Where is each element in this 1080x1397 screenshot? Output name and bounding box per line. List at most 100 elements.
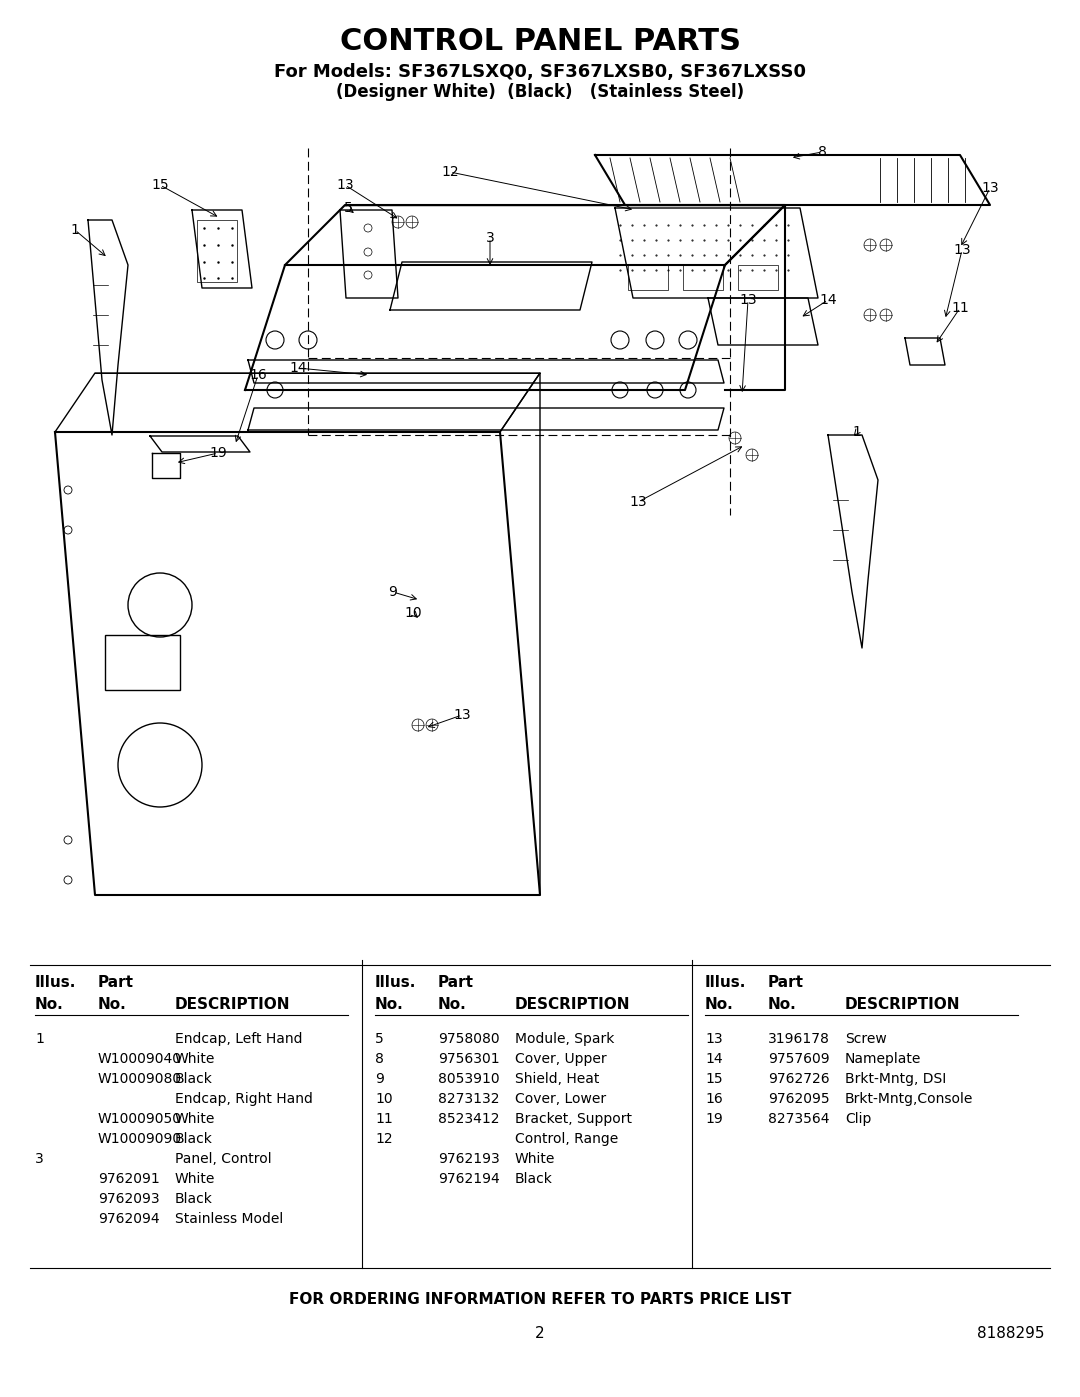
Text: Part: Part — [438, 975, 474, 990]
Text: White: White — [515, 1153, 555, 1166]
Text: No.: No. — [768, 997, 797, 1011]
Text: 9: 9 — [375, 1071, 383, 1085]
Text: 14: 14 — [705, 1052, 723, 1066]
Text: 11: 11 — [951, 300, 969, 314]
Text: Black: Black — [175, 1192, 213, 1206]
Text: 9758080: 9758080 — [438, 1032, 500, 1046]
Text: 14: 14 — [820, 293, 837, 307]
Text: 9762726: 9762726 — [768, 1071, 829, 1085]
Text: 1: 1 — [70, 224, 80, 237]
Text: 9: 9 — [389, 585, 397, 599]
Text: W10009080: W10009080 — [98, 1071, 183, 1085]
Text: 14: 14 — [289, 360, 307, 374]
Text: Panel, Control: Panel, Control — [175, 1153, 272, 1166]
Text: 8053910: 8053910 — [438, 1071, 500, 1085]
Text: Illus.: Illus. — [375, 975, 417, 990]
Text: Black: Black — [175, 1132, 213, 1146]
Text: Black: Black — [175, 1071, 213, 1085]
Text: Stainless Model: Stainless Model — [175, 1213, 283, 1227]
Text: 9756301: 9756301 — [438, 1052, 500, 1066]
Text: DESCRIPTION: DESCRIPTION — [515, 997, 631, 1011]
Text: Nameplate: Nameplate — [845, 1052, 921, 1066]
Bar — [683, 265, 723, 291]
Text: 13: 13 — [336, 177, 354, 191]
Text: No.: No. — [98, 997, 126, 1011]
Text: White: White — [175, 1052, 215, 1066]
Text: 2: 2 — [536, 1326, 544, 1341]
Text: 3196178: 3196178 — [768, 1032, 829, 1046]
Text: 13: 13 — [739, 293, 757, 307]
Text: 13: 13 — [630, 495, 647, 509]
Text: DESCRIPTION: DESCRIPTION — [845, 997, 960, 1011]
Text: Cover, Upper: Cover, Upper — [515, 1052, 607, 1066]
Text: 13: 13 — [454, 708, 471, 722]
Text: White: White — [175, 1172, 215, 1186]
Text: Cover, Lower: Cover, Lower — [515, 1092, 606, 1106]
Bar — [105, 636, 180, 690]
Text: 13: 13 — [705, 1032, 723, 1046]
Text: Brkt-Mntg, DSI: Brkt-Mntg, DSI — [845, 1071, 946, 1085]
Text: Bracket, Support: Bracket, Support — [515, 1112, 632, 1126]
Text: 12: 12 — [442, 165, 459, 179]
Text: 9762094: 9762094 — [98, 1213, 160, 1227]
Text: 9762194: 9762194 — [438, 1172, 500, 1186]
Text: 13: 13 — [954, 243, 971, 257]
Text: Shield, Heat: Shield, Heat — [515, 1071, 599, 1085]
Text: 3: 3 — [35, 1153, 44, 1166]
Text: (Designer White)  (Black)   (Stainless Steel): (Designer White) (Black) (Stainless Stee… — [336, 82, 744, 101]
Text: 1: 1 — [852, 425, 862, 439]
Text: Clip: Clip — [845, 1112, 872, 1126]
Text: DESCRIPTION: DESCRIPTION — [175, 997, 291, 1011]
Text: 1: 1 — [35, 1032, 44, 1046]
Text: 19: 19 — [705, 1112, 723, 1126]
Text: No.: No. — [35, 997, 64, 1011]
Text: 9762093: 9762093 — [98, 1192, 160, 1206]
Text: Part: Part — [768, 975, 804, 990]
Text: White: White — [175, 1112, 215, 1126]
Text: 8273564: 8273564 — [768, 1112, 829, 1126]
Text: Module, Spark: Module, Spark — [515, 1032, 615, 1046]
Text: Part: Part — [98, 975, 134, 990]
Text: 5: 5 — [343, 201, 352, 215]
Text: 8188295: 8188295 — [977, 1326, 1045, 1341]
Text: 11: 11 — [375, 1112, 393, 1126]
Text: 9762095: 9762095 — [768, 1092, 829, 1106]
Text: 10: 10 — [404, 606, 422, 620]
Text: Brkt-Mntg,Console: Brkt-Mntg,Console — [845, 1092, 973, 1106]
Text: 8523412: 8523412 — [438, 1112, 499, 1126]
Text: 19: 19 — [210, 446, 227, 460]
Bar — [627, 265, 669, 291]
Text: 13: 13 — [982, 182, 999, 196]
Text: 9762091: 9762091 — [98, 1172, 160, 1186]
Text: 9762193: 9762193 — [438, 1153, 500, 1166]
Text: W10009050: W10009050 — [98, 1112, 183, 1126]
Text: W10009040: W10009040 — [98, 1052, 183, 1066]
Text: No.: No. — [705, 997, 733, 1011]
Text: 12: 12 — [375, 1132, 393, 1146]
Text: For Models: SF367LSXQ0, SF367LXSB0, SF367LXSS0: For Models: SF367LSXQ0, SF367LXSB0, SF36… — [274, 63, 806, 81]
Text: Screw: Screw — [845, 1032, 887, 1046]
Text: Control, Range: Control, Range — [515, 1132, 618, 1146]
Text: 15: 15 — [705, 1071, 723, 1085]
Text: 8: 8 — [818, 145, 826, 159]
Text: 16: 16 — [705, 1092, 723, 1106]
Text: Illus.: Illus. — [35, 975, 77, 990]
Text: 8273132: 8273132 — [438, 1092, 499, 1106]
Text: 15: 15 — [151, 177, 168, 191]
Text: Endcap, Right Hand: Endcap, Right Hand — [175, 1092, 313, 1106]
Text: CONTROL PANEL PARTS: CONTROL PANEL PARTS — [339, 28, 741, 56]
Text: 3: 3 — [486, 231, 495, 244]
Text: No.: No. — [375, 997, 404, 1011]
Text: 9757609: 9757609 — [768, 1052, 829, 1066]
Bar — [197, 219, 237, 282]
Text: Endcap, Left Hand: Endcap, Left Hand — [175, 1032, 302, 1046]
Text: 16: 16 — [249, 367, 267, 381]
Text: Black: Black — [515, 1172, 553, 1186]
Text: No.: No. — [438, 997, 467, 1011]
Text: Illus.: Illus. — [705, 975, 746, 990]
Bar — [738, 265, 778, 291]
Text: 5: 5 — [375, 1032, 383, 1046]
Text: 10: 10 — [375, 1092, 393, 1106]
Text: W10009090: W10009090 — [98, 1132, 183, 1146]
Text: FOR ORDERING INFORMATION REFER TO PARTS PRICE LIST: FOR ORDERING INFORMATION REFER TO PARTS … — [288, 1292, 792, 1308]
